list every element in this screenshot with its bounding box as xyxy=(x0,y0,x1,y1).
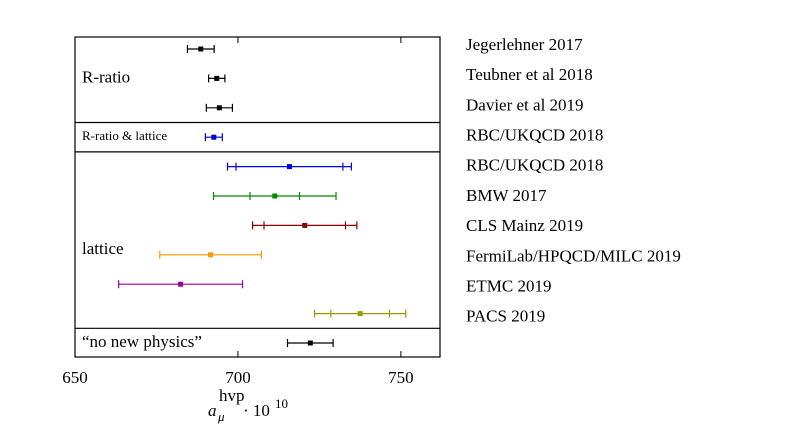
entry-name: CLS Mainz 2019 xyxy=(466,216,583,235)
x-label-base: a xyxy=(208,401,217,420)
x-label-factor: · 10 xyxy=(243,401,270,420)
x-tick-label: 700 xyxy=(225,368,251,387)
entry-name: FermiLab/HPQCD/MILC 2019 xyxy=(466,246,681,265)
x-label-sup: hvp xyxy=(219,386,245,405)
x-label-exp: 10 xyxy=(275,396,288,411)
point xyxy=(302,222,308,228)
entry-name: ETMC 2019 xyxy=(466,277,551,296)
entry-name: BMW 2017 xyxy=(466,186,547,205)
point xyxy=(214,75,220,81)
x-axis-label: a μ hvp · 10 10 xyxy=(208,386,288,424)
point xyxy=(178,281,184,287)
point xyxy=(357,311,363,317)
group-label: “no new physics” xyxy=(82,332,202,351)
entry-name: PACS 2019 xyxy=(466,307,545,326)
entry-name: Teubner et al 2018 xyxy=(466,65,593,84)
point xyxy=(272,193,278,199)
point xyxy=(216,105,222,111)
group-label: R-ratio xyxy=(82,67,130,86)
entry-name: RBC/UKQCD 2018 xyxy=(466,156,603,175)
point xyxy=(208,252,214,258)
x-label-sub: μ xyxy=(217,409,225,424)
x-tick-label: 750 xyxy=(388,368,414,387)
point xyxy=(286,164,292,170)
point xyxy=(211,134,217,140)
group-label: lattice xyxy=(82,239,124,258)
entry-name: Jegerlehner 2017 xyxy=(466,35,583,54)
plot-frame xyxy=(74,36,441,358)
point xyxy=(198,46,204,52)
entry-name: RBC/UKQCD 2018 xyxy=(466,126,603,145)
group-label: R-ratio & lattice xyxy=(82,128,167,143)
point xyxy=(307,340,313,346)
x-tick-label: 650 xyxy=(62,368,88,387)
entry-name: Davier et al 2019 xyxy=(466,95,584,114)
